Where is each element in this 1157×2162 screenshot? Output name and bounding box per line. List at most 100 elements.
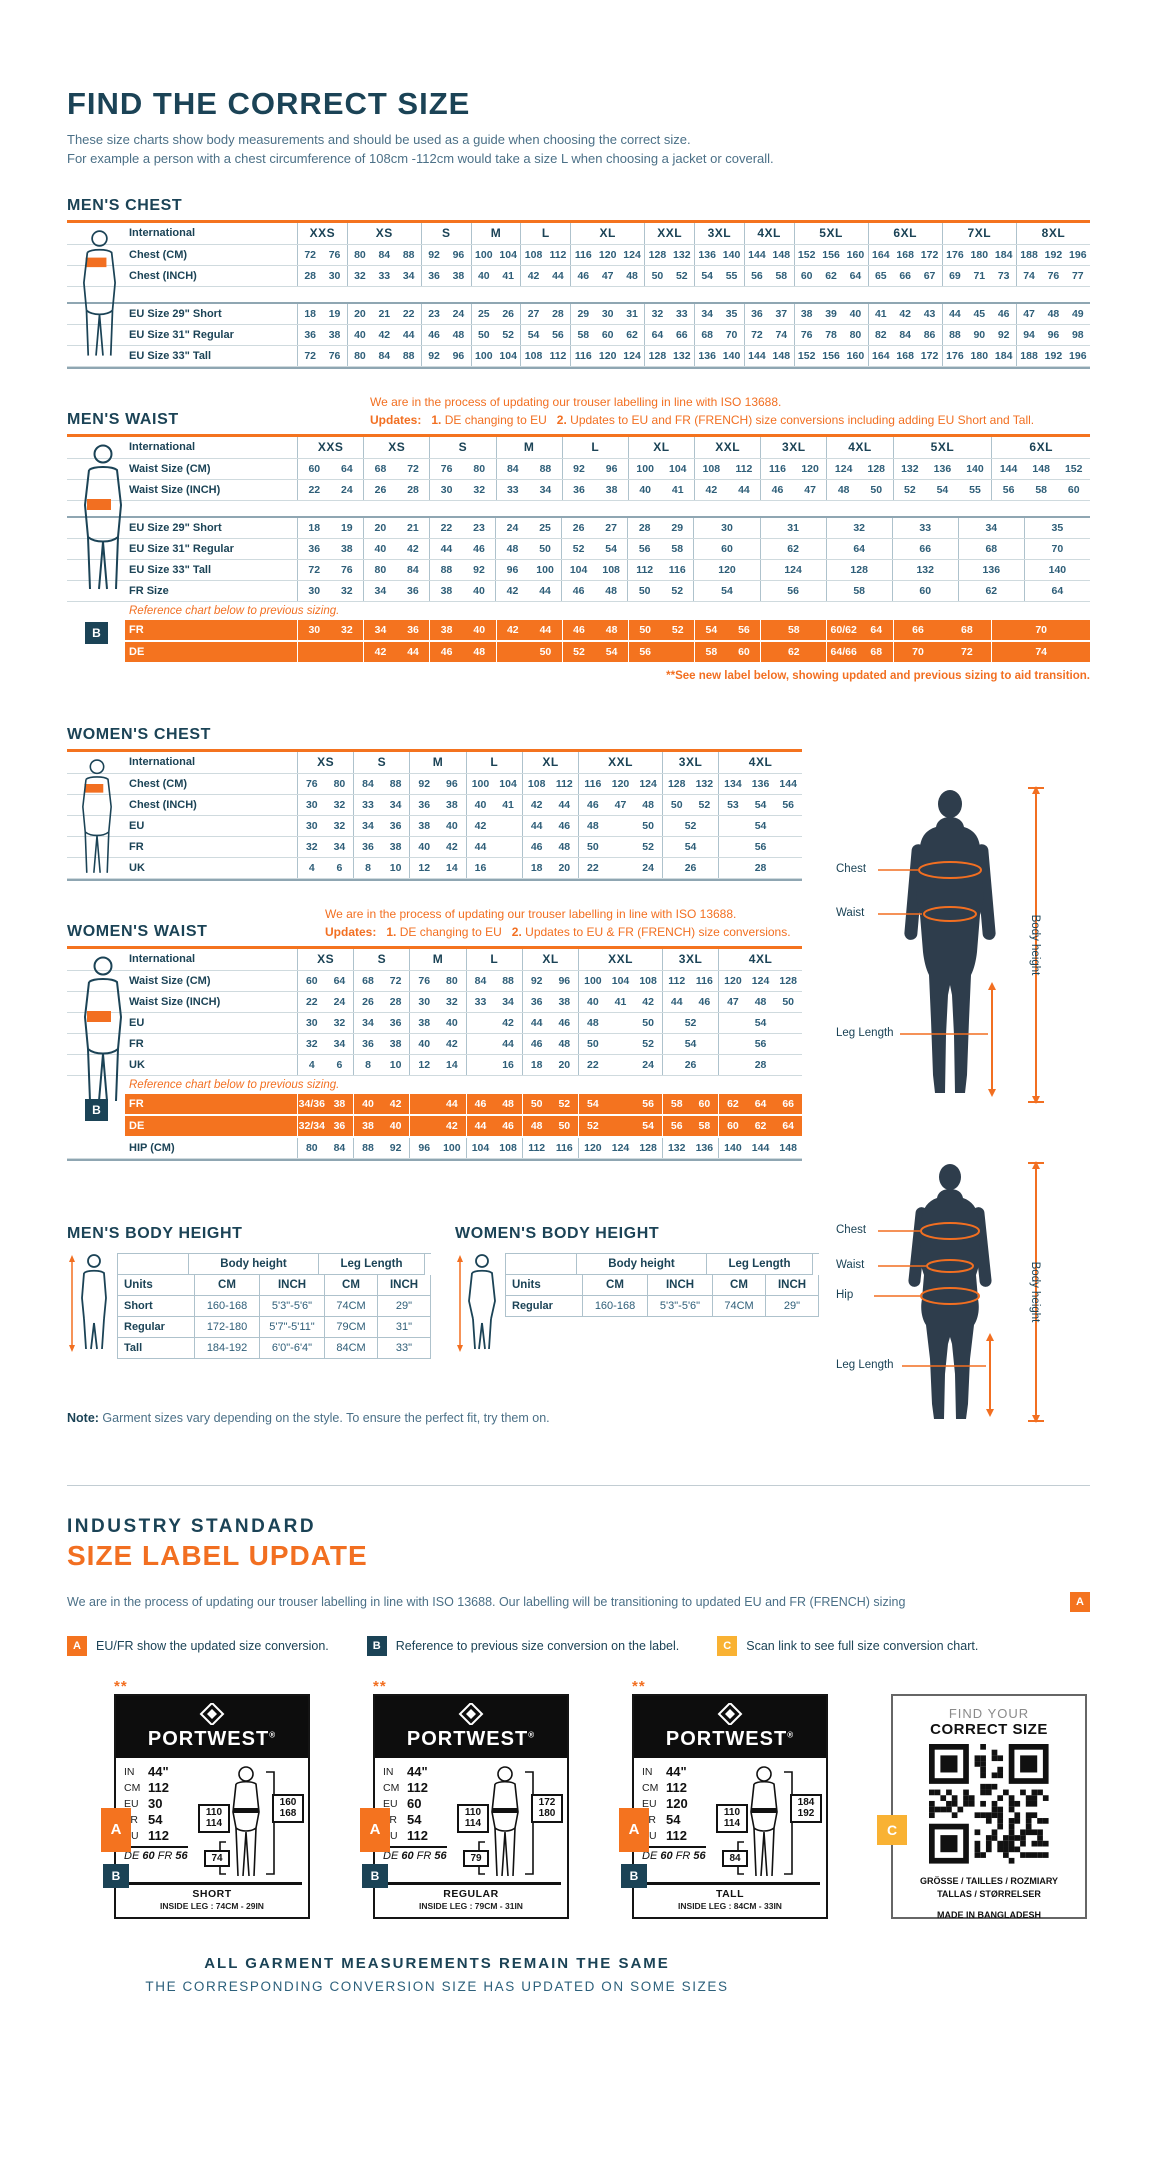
size-value: 148 [772, 248, 791, 261]
size-value: 5XL [819, 226, 843, 241]
size-cell: 60 62 64 [795, 265, 869, 286]
fit-name: SHORT [192, 1887, 232, 1900]
size-value: 56 [1002, 483, 1015, 496]
bh-row-label: Short [118, 1295, 195, 1317]
size-cell: L [521, 222, 572, 244]
table-row: EU Size 29" Short 18 19 20 21 22 23 24 25 26 27 28 2… [67, 517, 1090, 539]
row-cells: 4 6 8 10 12 14 16 18 20 22 24 26 28 [298, 1054, 802, 1075]
bh-header-group-row: Body height Leg Length [506, 1253, 819, 1275]
table-row-body: EU 30 32 34 36 38 40 42 44 46 48 50 52 54 [125, 1012, 802, 1033]
size-cell: 62 [959, 580, 1025, 601]
size-value: 60 [1067, 483, 1080, 496]
size-value: 36 [362, 840, 374, 853]
size-cell: 176 180 184 [943, 345, 1017, 366]
size-value: 152 [1064, 462, 1083, 475]
size-value: 92 [997, 328, 1010, 341]
size-cell: 68 [959, 538, 1025, 559]
row-cells: 42 44 46 48 50 52 54 56 58 60 62 64/66 68 70 72 74 [298, 641, 1090, 662]
size-value: 56 [782, 798, 794, 811]
previous-sizing-line: DE 60 FR 56 [642, 1850, 714, 1862]
size-value: 120 [598, 349, 617, 362]
size-value: 34 [389, 798, 402, 811]
size-value: 8 [365, 861, 371, 874]
size-cell: 46 47 [761, 479, 828, 500]
size-value: 44 [530, 819, 543, 832]
size-cell: M [410, 948, 467, 970]
size-value: 76 [328, 349, 341, 362]
size-value: 40 [389, 1119, 402, 1132]
size-cell: 120 [694, 559, 761, 580]
size-value: 23 [473, 521, 485, 534]
update-note-line2: Updates: 1. DE changing to EU 2. Updates… [325, 924, 791, 939]
table-row-body: International XXS XS S M L XL XXL 3XL 4XL 5XL 6XL 7X… [125, 222, 1090, 244]
size-value: 54 [605, 645, 618, 658]
size-cell: S [422, 222, 472, 244]
size-cell: 16 [467, 1054, 523, 1075]
label-figure-icon [219, 1765, 275, 1876]
row-label: Waist Size (INCH) [125, 991, 298, 1012]
size-value: 10 [389, 861, 402, 874]
size-value: 55 [969, 483, 981, 496]
size-cell: 36 38 [298, 538, 365, 559]
table-row: Chest (INCH) 28 30 32 33 34 36 38 40 41 42 44 46 47 48… [67, 265, 1090, 287]
a-badge: A [1070, 1591, 1090, 1612]
size-cell: 44 46 [430, 538, 497, 559]
size-value: 34 [985, 521, 998, 534]
size-value: 34 [701, 307, 714, 320]
size-value: XS [375, 226, 393, 241]
size-cell: 32 34 [298, 836, 355, 857]
size-value: 56 [738, 623, 750, 636]
size-value: 48 [473, 645, 486, 658]
womens-waist-table: International XS S M L XL XXL 3XL 4XL Waist Size … [67, 945, 802, 1161]
size-value: 60/62 [830, 623, 857, 636]
size-cell: 16 [467, 857, 523, 878]
size-list-row: EU 60 [383, 1796, 455, 1812]
size-value: 36 [751, 307, 763, 320]
size-value: 32 [651, 307, 664, 320]
size-cell: L [467, 948, 523, 970]
size-value: 46 [530, 840, 543, 853]
size-value: 144 [748, 248, 766, 261]
size-value: 58 [698, 1119, 711, 1132]
size-value: 46 [771, 483, 784, 496]
bh-column-header-row: Units CM INCH CM INCH [506, 1274, 819, 1296]
size-cell: 56 [629, 641, 696, 662]
size-cell: 70 [992, 620, 1090, 640]
size-value: 38 [328, 328, 341, 341]
female-hip-label: Hip [836, 1289, 854, 1301]
size-value: 6 [336, 1058, 343, 1071]
size-value: 124 [639, 777, 657, 790]
size-value: 164 [872, 349, 890, 362]
size-value: 40 [446, 1016, 458, 1029]
size-cell: 52 54 [579, 1115, 663, 1136]
size-value: 160 [846, 349, 865, 362]
size-value: 88 [949, 328, 961, 341]
size-value: 18 [308, 521, 321, 534]
card-brand-header: PORTWEST® [634, 1695, 826, 1758]
box-value: 180 [538, 1808, 556, 1820]
size-cell: 92 96 [422, 345, 472, 366]
size-cell: 36 38 [298, 324, 348, 345]
size-value: 58 [705, 645, 718, 658]
size-cell: 27 28 [521, 303, 572, 324]
size-value: 44" [666, 1764, 687, 1780]
size-value: 76 [800, 328, 813, 341]
size-value: 4XL [757, 226, 781, 241]
size-cell: 56 58 [745, 265, 795, 286]
card-stars: ** [373, 1677, 387, 1695]
size-cell: 34 36 [364, 580, 431, 601]
size-value: XXL [715, 440, 741, 455]
size-cell: 60 [893, 580, 959, 601]
size-value: 132 [695, 777, 714, 790]
height-box: 172 180 [531, 1793, 563, 1823]
previous-sizing-line: DE 60 FR 56 [124, 1850, 196, 1862]
size-cell: 34 36 [354, 1012, 411, 1033]
size-cell: 42 44 [497, 619, 563, 640]
size-value: 38 [333, 1097, 346, 1110]
size-cell: XL [629, 436, 696, 458]
size-value: 100 [636, 462, 654, 475]
table-row: Waist Size (INCH) 22 24 26 28 30 32 33 34 36 38 40 4… [67, 479, 1090, 501]
table-row: FR Size 30 32 34 36 38 40 42 44 46 48 50 52 54 56 58 60 6… [67, 580, 1090, 602]
table-row-body: EU Size 29" Short 18 19 20 21 22 23 24 25 26 27 28 2… [125, 517, 1090, 538]
table-row: Waist Size (INCH) 22 24 26 28 30 32 33 34 36 38 40 4… [67, 991, 802, 1013]
